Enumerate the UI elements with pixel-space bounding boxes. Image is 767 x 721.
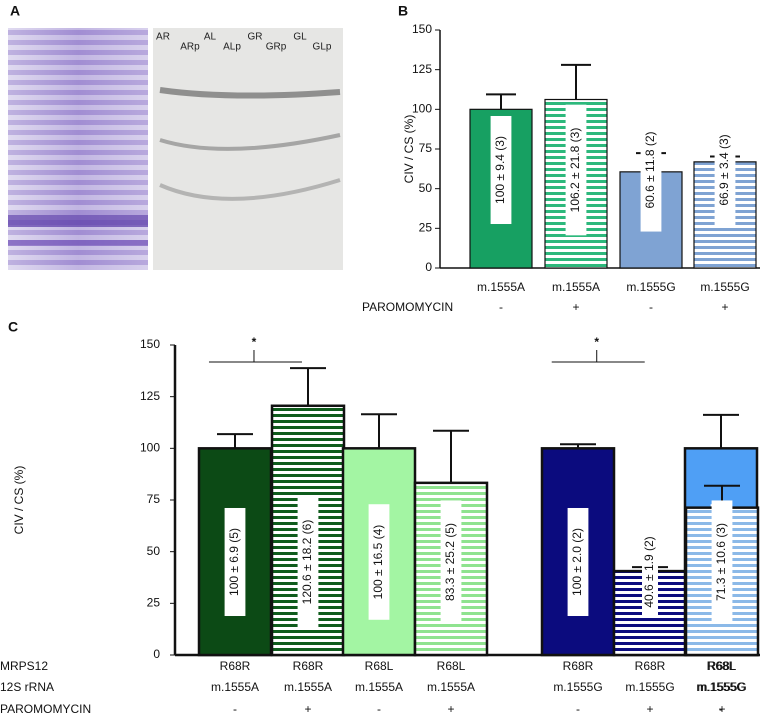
treatment-label: -: [233, 702, 237, 716]
x-sub-label: m.1555G: [696, 680, 745, 694]
value-label: 40.6 ± 1.9 (2): [642, 536, 656, 607]
x-sub-label: m.1555A: [211, 680, 259, 694]
treatment-label: +: [304, 702, 311, 716]
label-box: [490, 115, 512, 225]
label-box: [714, 112, 736, 228]
value-label: 106.2 ± 21.8 (3): [568, 128, 582, 213]
y-tick-label: 0: [153, 647, 160, 661]
y-tick-label: 50: [419, 181, 433, 195]
value-label: 120.6 ± 18.2 (6): [300, 520, 314, 605]
panel-label: A: [10, 3, 20, 19]
y-tick-label: 25: [419, 221, 433, 235]
label-box: [297, 496, 319, 628]
x-sub-label: m.1555A: [427, 680, 475, 694]
treatment-label: +: [572, 300, 579, 314]
label-box: [640, 108, 662, 232]
value-label: 100 ± 6.9 (5): [227, 528, 241, 596]
treatment-label: +: [718, 702, 725, 716]
y-tick-label: 0: [425, 260, 432, 274]
treatment-label: -: [576, 702, 580, 716]
panel-label: B: [398, 3, 408, 19]
x-tick-label: m.1555A: [477, 280, 525, 294]
label-box: [368, 504, 390, 620]
y-tick-label: 150: [140, 337, 160, 351]
y-tick-label: 75: [147, 492, 161, 506]
y-tick-label: 125: [140, 389, 160, 403]
row-label: 12S rRNA: [0, 680, 54, 694]
value-label: 60.6 ± 11.8 (2): [643, 131, 657, 208]
gel-blot: [153, 28, 343, 270]
label-box: [567, 507, 589, 617]
x-tick-label: R68L: [707, 659, 736, 673]
label-box: [565, 104, 587, 236]
treatment-label: +: [721, 300, 728, 314]
y-axis-label: CIV / CS (%): [12, 466, 26, 535]
value-label: 83.3 ± 25.2 (5): [443, 523, 457, 601]
value-label: 100 ± 16.5 (4): [371, 525, 385, 600]
lane-label: ALp: [223, 42, 241, 53]
sig-label: *: [252, 335, 257, 349]
x-tick-label: m.1555G: [700, 280, 749, 294]
lane-label: GRp: [266, 42, 287, 53]
panel-label: C: [8, 319, 18, 335]
treatment-label: -: [377, 702, 381, 716]
sig-label: *: [594, 335, 599, 349]
x-tick-label: R68R: [563, 659, 594, 673]
value-label: 66.9 ± 3.4 (3): [717, 134, 731, 205]
x-tick-label: R68L: [708, 659, 737, 673]
y-axis-label: CIV / CS (%): [402, 115, 416, 184]
y-tick-label: 125: [412, 62, 432, 76]
y-tick-label: 25: [147, 596, 161, 610]
label-box: [711, 500, 733, 624]
label-box: [642, 526, 658, 618]
row-label: MRPS12: [0, 659, 48, 673]
x-tick-label: R68L: [437, 659, 466, 673]
label-box: [440, 500, 462, 624]
x-tick-label: m.1555A: [552, 280, 600, 294]
row-label: PAROMOMYCIN: [362, 300, 453, 314]
row-label: PAROMOMYCIN: [0, 702, 91, 716]
x-tick-label: m.1555G: [626, 280, 675, 294]
y-tick-label: 100: [412, 102, 432, 116]
y-tick-label: 50: [147, 544, 161, 558]
x-sub-label: m.1555G: [625, 680, 674, 694]
treatment-label: -: [719, 702, 723, 716]
treatment-label: -: [499, 300, 503, 314]
x-sub-label: m.1555A: [284, 680, 332, 694]
gel-coomassie: [8, 28, 148, 270]
y-tick-label: 100: [140, 441, 160, 455]
treatment-label: -: [649, 300, 653, 314]
value-label: 100 ± 2.0 (2): [570, 528, 584, 596]
lane-label: GLp: [313, 42, 332, 53]
y-tick-label: 150: [412, 22, 432, 36]
treatment-label: +: [447, 702, 454, 716]
lane-label: GR: [248, 32, 263, 43]
lane-label: AL: [204, 32, 217, 43]
label-box: [224, 507, 246, 617]
x-tick-label: R68R: [635, 659, 666, 673]
x-tick-label: R68R: [293, 659, 324, 673]
value-label: 71.3 ± 10.6 (3): [714, 523, 728, 601]
value-label: 100 ± 9.4 (3): [493, 136, 507, 204]
x-tick-label: R68L: [365, 659, 394, 673]
treatment-label: +: [646, 702, 653, 716]
y-tick-label: 75: [419, 141, 433, 155]
x-sub-label: m.1555A: [355, 680, 403, 694]
x-sub-label: m.1555G: [553, 680, 602, 694]
x-tick-label: R68R: [220, 659, 251, 673]
lane-label: ARp: [180, 42, 200, 53]
lane-label: GL: [293, 32, 307, 43]
lane-label: AR: [156, 32, 170, 43]
x-sub-label: m.1555G: [697, 680, 746, 694]
